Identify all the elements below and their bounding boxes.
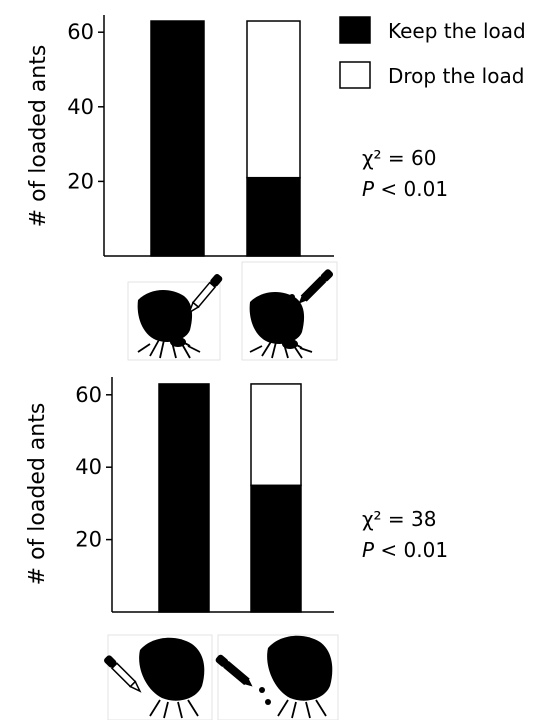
y-tick-label: 60 <box>67 20 94 44</box>
y-tick-label: 60 <box>75 383 102 407</box>
p-symbol: P <box>362 538 375 562</box>
ant-carrying-leaf-dropper-icon <box>104 634 213 720</box>
p-threshold: < 0.01 <box>374 177 448 201</box>
ant-carrying-leaf-dropper-drip-icon <box>241 261 338 361</box>
bar-segment-keep <box>250 484 302 613</box>
bar-segment-keep <box>246 176 301 257</box>
bar-segment-keep <box>150 20 205 257</box>
y-axis-label: # of loaded ants <box>26 45 51 228</box>
p-symbol: P <box>362 177 375 201</box>
legend-drop-label: Drop the load <box>388 64 524 88</box>
bar-segment-drop <box>246 20 301 179</box>
y-axis-label: # of loaded ants <box>25 403 50 586</box>
legend: Keep the load Drop the load <box>339 16 526 89</box>
y-tick-label: 40 <box>75 455 102 479</box>
legend-keep-label: Keep the load <box>388 19 526 43</box>
ant-carrying-leaf-dropper-drip-icon <box>215 634 339 720</box>
bar-segment-keep <box>158 383 210 613</box>
chart-panel-top: # of loaded ants 20 40 60 χ² = 60 P < 0.01 <box>26 15 448 257</box>
chi-square-label: χ² = 60 <box>362 146 437 170</box>
p-value-label: P < 0.01 <box>362 177 448 201</box>
ant-carrying-leaf-dropper-icon <box>127 274 223 361</box>
bar-segment-drop <box>250 383 302 487</box>
chi-square-label: χ² = 38 <box>362 507 437 531</box>
y-tick-label: 20 <box>67 169 94 193</box>
chart-panel-bottom: # of loaded ants 20 40 60 χ² = 38 P < 0.01 <box>25 377 448 613</box>
p-value-label: P < 0.01 <box>362 538 448 562</box>
y-tick-label: 40 <box>67 95 94 119</box>
y-tick-label: 20 <box>75 528 102 552</box>
legend-keep-swatch <box>339 16 371 44</box>
p-threshold: < 0.01 <box>374 538 448 562</box>
legend-drop-swatch <box>339 61 371 89</box>
